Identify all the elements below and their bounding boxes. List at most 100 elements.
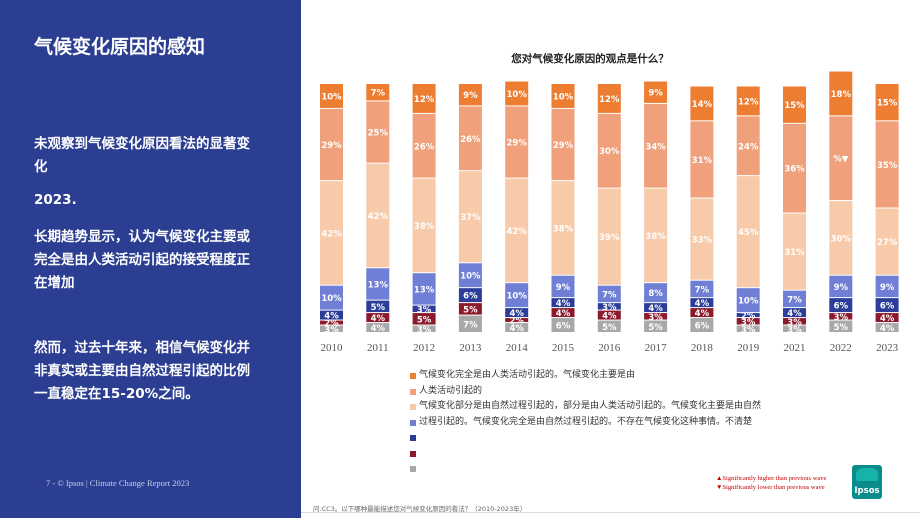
data-label: 38%	[414, 222, 435, 232]
footer-text: 7 - © Ipsos | Climate Change Report 2023	[46, 478, 190, 488]
bar-segment	[458, 303, 482, 315]
bar-segment	[320, 181, 343, 285]
data-label: 10%	[553, 92, 574, 102]
data-label: 4%	[324, 312, 339, 322]
slide-title: 气候变化原因的感知	[34, 36, 206, 58]
data-label: 9%	[556, 283, 571, 293]
bar-segment	[736, 318, 760, 325]
bar-segment	[597, 113, 621, 188]
data-label: 30%	[599, 147, 620, 157]
bar-segment	[690, 280, 714, 298]
bar-segment	[505, 283, 529, 308]
legend-label: 人类活动引起的	[419, 385, 483, 396]
legend-swatch	[410, 373, 416, 379]
data-label: 12%	[414, 95, 435, 105]
data-label: 5%	[834, 323, 849, 333]
data-label: 4%	[880, 314, 895, 324]
bar-segment	[875, 323, 899, 332]
data-label: 13%	[368, 280, 389, 290]
bar-segment	[875, 313, 899, 323]
bar-segment	[505, 81, 529, 106]
data-label: 2%	[324, 319, 339, 329]
bar-segment	[412, 325, 436, 332]
x-tick-label: 2011	[367, 342, 389, 354]
data-label: 29%	[553, 141, 574, 151]
data-label: 4%	[787, 309, 802, 319]
data-label: 3%	[324, 325, 339, 335]
x-tick-label: 2019	[737, 342, 760, 354]
bar-segment	[736, 86, 760, 116]
legend-item	[410, 446, 761, 462]
data-label: 10%	[321, 92, 342, 102]
bar-segment	[690, 308, 714, 318]
bar-segment	[644, 81, 668, 103]
data-label: 33%	[692, 236, 713, 246]
bar-segment	[736, 325, 760, 332]
data-label: 10%	[507, 292, 528, 302]
data-label: 6%	[463, 292, 478, 302]
data-label: 3%	[741, 318, 756, 328]
data-label: 38%	[645, 232, 666, 242]
bar-segment	[875, 208, 899, 275]
bar-segment	[320, 108, 343, 181]
data-label: 5%	[648, 323, 663, 333]
bar-segment	[597, 285, 621, 303]
data-label: 10%	[507, 90, 528, 100]
bar-segment	[320, 84, 343, 108]
data-label: 3%	[834, 313, 849, 323]
data-label: 6%	[695, 322, 710, 332]
data-label: 26%	[460, 135, 481, 145]
data-label: 3%	[417, 305, 432, 315]
x-tick-label: 2014	[506, 342, 529, 354]
bar-segment	[597, 84, 621, 113]
data-label: 15%	[784, 101, 805, 111]
x-tick-label: 2017	[645, 342, 668, 354]
bar-segment	[366, 323, 390, 332]
data-label: 5%	[463, 305, 478, 315]
bar-segment	[644, 283, 668, 303]
data-label: 15%	[877, 99, 898, 109]
data-label: 38%	[553, 224, 574, 234]
bar-segment	[783, 290, 806, 308]
bar-segment	[644, 313, 668, 320]
data-label: 12%	[738, 97, 759, 107]
legend-swatch	[410, 466, 416, 472]
bar-segment	[412, 178, 436, 273]
bar-segment	[551, 181, 575, 275]
note-lower: ▼Significantly lower than previous wave	[716, 484, 825, 491]
bar-segment	[690, 86, 714, 121]
logo-text: Ipsos	[854, 486, 880, 496]
bar-segment	[412, 113, 436, 178]
data-label: 7%	[787, 295, 802, 305]
bar-segment	[597, 310, 621, 320]
bar-segment	[551, 318, 575, 332]
legend-item	[410, 461, 761, 477]
data-label: 31%	[692, 156, 713, 166]
bar-segment	[829, 298, 853, 313]
bar-segment	[458, 315, 482, 332]
bar-segment	[366, 84, 390, 101]
bar-segment	[736, 313, 760, 318]
data-label: 7%	[602, 290, 617, 300]
bar-segment	[505, 178, 529, 283]
bar-segment	[875, 84, 899, 121]
data-label: 6%	[880, 302, 895, 312]
significance-notes: ▲Significantly higher than previous wave…	[716, 474, 826, 492]
bar-segment	[320, 320, 343, 325]
bar-segment	[366, 300, 390, 313]
bar-segment	[366, 101, 390, 163]
data-label: 8%	[648, 289, 663, 299]
bar-segment	[690, 121, 714, 198]
data-label: 29%	[321, 141, 342, 151]
bar-segment	[644, 103, 668, 188]
data-label: 10%	[460, 272, 481, 282]
x-tick-label: 2023	[876, 342, 899, 354]
finding-paragraph-1: 未观察到气候变化原因看法的显著变化	[34, 136, 250, 175]
bar-segment	[366, 313, 390, 323]
bar-segment	[458, 171, 482, 263]
source-note: 问.CC3。以下哪种最能描述您对气候变化原因的看法？（2010-2023年）	[313, 505, 527, 513]
bar-segment	[551, 308, 575, 318]
data-label: 36%	[784, 165, 805, 175]
bar-segment	[875, 275, 899, 298]
bar-segment	[412, 273, 436, 305]
